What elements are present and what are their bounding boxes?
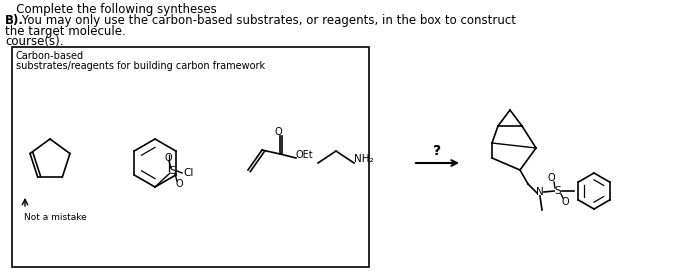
Text: O: O [274, 127, 282, 137]
Text: O: O [164, 153, 172, 163]
Text: O: O [547, 173, 555, 183]
Text: ?: ? [433, 144, 442, 158]
Text: O: O [175, 179, 183, 189]
Text: S: S [169, 166, 176, 176]
Text: Not a mistake: Not a mistake [24, 213, 87, 222]
Text: Cl: Cl [184, 168, 194, 178]
Text: NH₂: NH₂ [354, 154, 374, 164]
Bar [12, 47, 369, 267]
Text: O: O [561, 197, 569, 207]
Text: S: S [554, 186, 561, 196]
Text: OEt: OEt [296, 150, 314, 160]
Text: B).: B). [5, 14, 24, 27]
Text: course(s).: course(s). [5, 35, 64, 48]
Text: You may only use the carbon-based substrates, or reagents, in the box to constru: You may only use the carbon-based substr… [18, 14, 516, 27]
Text: the target molecule.: the target molecule. [5, 25, 126, 38]
Text: N: N [536, 187, 544, 197]
Text: substrates/reagents for building carbon framework: substrates/reagents for building carbon … [16, 61, 265, 71]
Text: Complete the following syntheses: Complete the following syntheses [5, 3, 217, 16]
Text: Carbon-based: Carbon-based [16, 51, 84, 61]
